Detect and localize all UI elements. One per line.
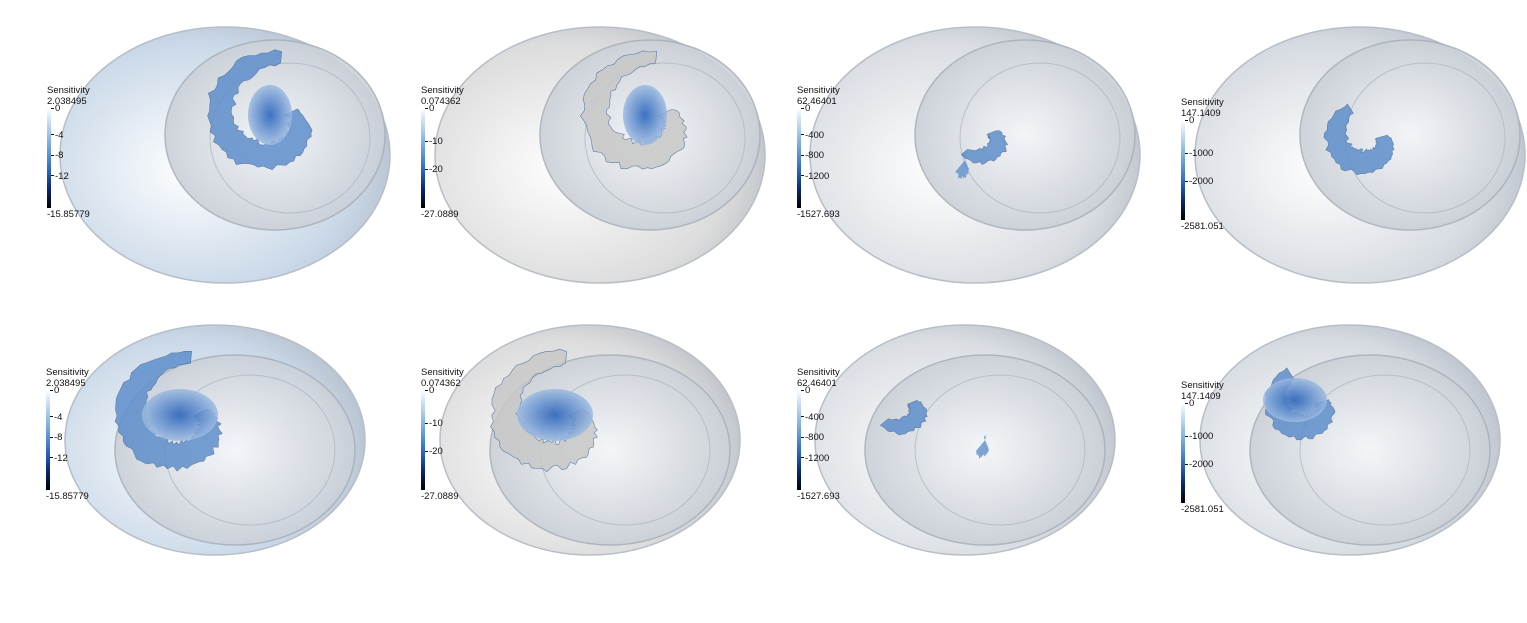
legend-min-value: -27.0889: [421, 209, 459, 220]
colorbar-legend: Sensitivity 0.074362 0 -10 -20 -27.0889: [421, 85, 464, 219]
legend-max-value: 62.46401: [797, 377, 837, 389]
legend-title: Sensitivity: [1181, 380, 1224, 391]
heart-render: [1199, 324, 1501, 556]
colorbar-legend: Sensitivity 147.1409 0 -1000 -2000 -2581.051: [1181, 380, 1224, 514]
legend-max-value: 2.038495: [46, 377, 86, 389]
legend-title: Sensitivity: [797, 367, 840, 378]
colorbar: [46, 390, 50, 490]
colorbar: [797, 390, 801, 490]
colorbar-tick-label: -4: [50, 412, 62, 423]
legend-min-value: -2581.051: [1181, 221, 1224, 232]
sensitivity-core: [1263, 378, 1327, 422]
colorbar-tick-label: 0: [425, 386, 434, 396]
colorbar-tick-label: -800: [801, 433, 824, 443]
legend-title: Sensitivity: [47, 85, 90, 96]
legend-max-value: 147.1409: [1181, 390, 1221, 402]
colorbar-legend: Sensitivity 2.038495 0 -4 -8 -12 -15.85779: [47, 85, 90, 219]
legend-min-value: -1527.693: [797, 491, 840, 502]
colorbar: [421, 390, 425, 490]
heart-render: [439, 324, 741, 556]
colorbar-tick-label: -1000: [1185, 149, 1213, 159]
colorbar-tick-label: -20: [425, 447, 443, 457]
render-panel-8: Sensitivity 147.1409 0 -1000 -2000 -2581.051: [1170, 320, 1527, 600]
legend-min-value: -1527.693: [797, 209, 840, 220]
legend-max-value: 0.074362: [421, 95, 461, 107]
colorbar-legend: Sensitivity 0.074362 0 -10 -20 -27.0889: [421, 367, 464, 501]
colorbar-tick-label: 0: [801, 386, 810, 396]
legend-min-value: -2581.051: [1181, 504, 1224, 515]
colorbar-tick-label: -2000: [1185, 460, 1213, 470]
sensitivity-isosurface: [960, 130, 1009, 165]
colorbar-tick-label: 0: [51, 104, 60, 114]
colorbar-tick-label: -800: [801, 151, 824, 161]
colorbar-tick-label: 0: [1185, 399, 1194, 409]
colorbar-tick-label: -2000: [1185, 177, 1213, 187]
colorbar-tick-label: 0: [801, 104, 810, 114]
colorbar-legend: Sensitivity 147.1409 0 -1000 -2000 -2581.051: [1181, 97, 1224, 231]
legend-max-value: 147.1409: [1181, 107, 1221, 119]
legend-max-value: 62.46401: [797, 95, 837, 107]
sensitivity-isosurface-fragment: [975, 434, 990, 460]
heart-render: [434, 26, 766, 284]
legend-min-value: -15.85779: [47, 209, 90, 220]
colorbar-tick-label: -8: [51, 151, 63, 161]
colorbar-tick-label: 0: [425, 104, 434, 114]
colorbar-tick-label: 0: [1185, 116, 1194, 126]
render-panel-2: Sensitivity 0.074362 0 -10 -20 -27.0889: [410, 20, 790, 300]
colorbar-tick-label: 0: [50, 386, 59, 396]
render-panel-5: Sensitivity 2.038495 0 -4 -8 -12 -15.85779: [35, 320, 415, 600]
colorbar-tick-label: -1000: [1185, 432, 1213, 442]
colorbar-tick-label: -400: [801, 412, 824, 423]
colorbar: [1181, 120, 1185, 220]
render-panel-6: Sensitivity 0.074362 0 -10 -20 -27.0889: [410, 320, 790, 600]
colorbar-legend: Sensitivity 62.46401 0 -400 -800 -1200 -1527.6…: [797, 85, 840, 219]
colorbar-tick-label: -10: [425, 419, 443, 429]
render-panel-7: Sensitivity 62.46401 0 -400 -800 -1200 -1527.6…: [785, 320, 1165, 600]
colorbar-legend: Sensitivity 2.038495 0 -4 -8 -12 -15.85779: [46, 367, 89, 501]
sensitivity-core: [517, 389, 593, 441]
legend-title: Sensitivity: [1181, 97, 1224, 108]
colorbar-tick-label: -10: [425, 137, 443, 147]
colorbar: [797, 108, 801, 208]
colorbar-tick-label: -12: [51, 171, 69, 182]
colorbar-tick-label: -400: [801, 130, 824, 141]
legend-title: Sensitivity: [421, 85, 464, 96]
sensitivity-core: [142, 389, 218, 441]
heart-render: [809, 26, 1141, 284]
legend-min-value: -15.85779: [46, 491, 89, 502]
colorbar: [1181, 403, 1185, 503]
legend-max-value: 0.074362: [421, 377, 461, 389]
colorbar-tick-label: -20: [425, 165, 443, 175]
colorbar-tick-label: -1200: [801, 171, 829, 182]
legend-max-value: 2.038495: [47, 95, 87, 107]
heart-render: [59, 26, 391, 284]
colorbar-tick-label: -12: [50, 453, 68, 464]
colorbar-tick-label: -8: [50, 433, 62, 443]
sensitivity-isosurface: [1323, 103, 1395, 176]
render-panel-1: Sensitivity 2.038495 0 -4 -8 -12 -15.85779: [35, 20, 415, 300]
legend-title: Sensitivity: [797, 85, 840, 96]
heart-render: [814, 324, 1116, 556]
sensitivity-core: [623, 85, 667, 145]
legend-title: Sensitivity: [46, 367, 89, 378]
sensitivity-isosurface: [879, 399, 928, 436]
colorbar-tick-label: -1200: [801, 453, 829, 464]
inner-cavity: [914, 39, 1136, 231]
colorbar: [47, 108, 51, 208]
colorbar-legend: Sensitivity 62.46401 0 -400 -800 -1200 -1527.6…: [797, 367, 840, 501]
render-panel-4: Sensitivity 147.1409 0 -1000 -2000 -2581.051: [1170, 20, 1527, 300]
sensitivity-core: [248, 85, 292, 145]
render-panel-3: Sensitivity 62.46401 0 -400 -800 -1200 -1527.6…: [785, 20, 1165, 300]
colorbar-tick-label: -4: [51, 130, 63, 141]
colorbar: [421, 108, 425, 208]
legend-min-value: -27.0889: [421, 491, 459, 502]
heart-render: [1194, 26, 1526, 284]
inner-cavity: [1299, 39, 1521, 231]
sensitivity-isosurface-fragment: [955, 153, 969, 180]
legend-title: Sensitivity: [421, 367, 464, 378]
heart-render: [64, 324, 366, 556]
